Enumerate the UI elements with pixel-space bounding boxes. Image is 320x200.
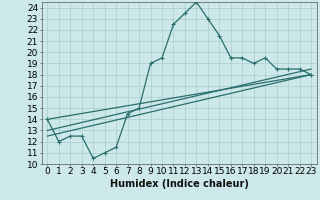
X-axis label: Humidex (Indice chaleur): Humidex (Indice chaleur) [110, 179, 249, 189]
